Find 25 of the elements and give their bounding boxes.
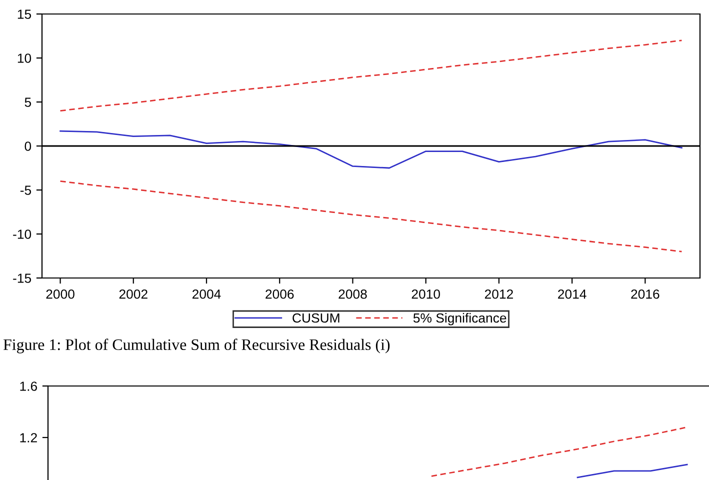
x-tick-label: 2008 [338,289,367,299]
line-series [60,130,682,169]
y-tick-label: 10 [18,54,32,63]
y-tick-label: -15 [13,274,32,283]
x-tick-label: 2002 [119,289,148,299]
y-tick-label: 1.2 [20,433,37,442]
x-tick-label: 2010 [412,289,440,299]
legend-label: CUSUM [292,313,340,323]
line-series [60,40,682,112]
caption: Figure 1: Plot of Cumulative Sum of Recursive Residuals (i) [3,338,390,354]
y-tick-label: -10 [13,230,32,239]
legend-label: 5% Significance [413,312,506,326]
y-tick-label: -5 [20,186,32,195]
line-series [60,180,682,252]
x-tick-label: 2000 [46,289,74,299]
x-tick-label: 2004 [192,289,221,299]
y-tick-label: 15 [18,10,32,19]
x-tick-label: 2006 [266,289,294,299]
y-tick-label: 0 [24,142,32,151]
x-tick-label: 2012 [484,289,513,299]
x-tick-label: 2016 [631,289,660,299]
x-tick-label: 2014 [558,289,586,299]
y-tick-label: 5 [24,98,32,107]
y-tick-label: 1.6 [20,382,38,391]
line-series [430,426,688,477]
